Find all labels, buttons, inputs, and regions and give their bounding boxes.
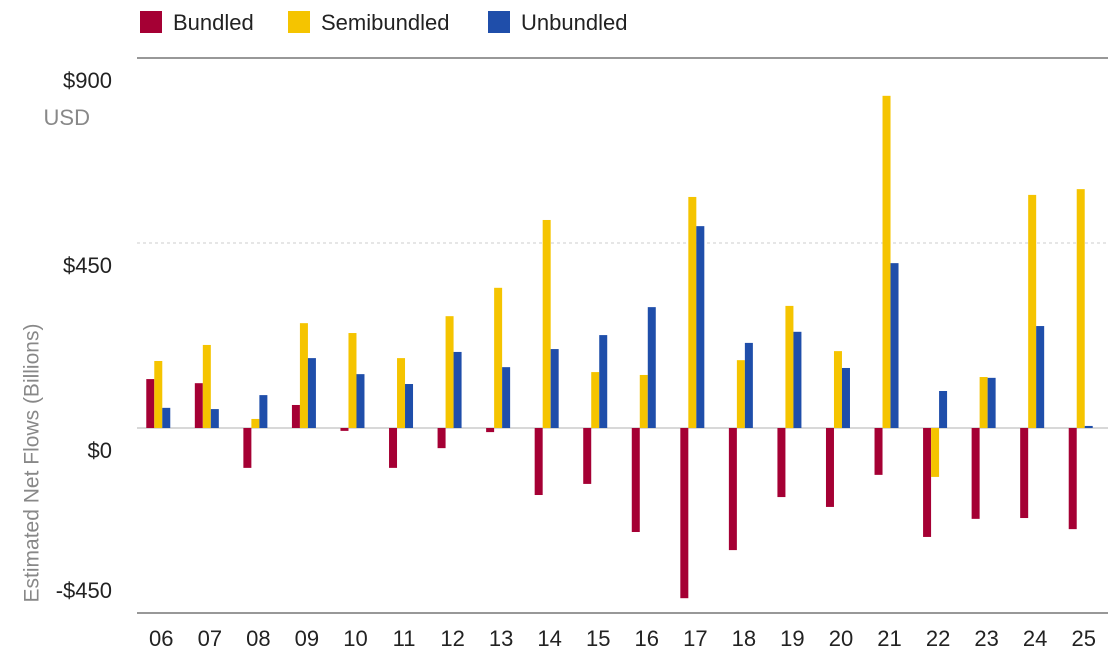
bar bbox=[583, 428, 592, 484]
bar bbox=[202, 344, 211, 428]
bar bbox=[307, 358, 316, 428]
bar bbox=[1076, 189, 1085, 428]
legend-label: Semibundled bbox=[321, 10, 449, 35]
bar bbox=[502, 367, 511, 428]
y-tick-label: $0 bbox=[88, 438, 112, 463]
x-tick-label: 25 bbox=[1071, 626, 1095, 651]
x-tick-label: 14 bbox=[537, 626, 561, 651]
bar bbox=[1028, 194, 1037, 428]
bar bbox=[445, 316, 454, 428]
bar bbox=[1084, 425, 1093, 428]
bar bbox=[405, 384, 414, 428]
bar bbox=[890, 263, 899, 428]
bar bbox=[494, 287, 503, 428]
legend-swatch bbox=[288, 11, 310, 33]
bar bbox=[453, 351, 462, 428]
bar bbox=[680, 428, 689, 599]
x-tick-label: 20 bbox=[829, 626, 853, 651]
x-tick-label: 06 bbox=[149, 626, 173, 651]
x-tick-label: 15 bbox=[586, 626, 610, 651]
x-tick-label: 19 bbox=[780, 626, 804, 651]
y-tick-label: $900 bbox=[63, 68, 112, 93]
x-tick-label: 23 bbox=[974, 626, 998, 651]
bar bbox=[599, 335, 608, 428]
bar bbox=[340, 428, 349, 431]
x-tick-label: 17 bbox=[683, 626, 707, 651]
bar bbox=[348, 333, 357, 428]
bar bbox=[1020, 428, 1029, 519]
bar bbox=[841, 367, 850, 428]
bar bbox=[194, 383, 203, 428]
bar bbox=[688, 196, 697, 428]
bar bbox=[259, 395, 268, 428]
bar bbox=[356, 374, 365, 428]
x-tick-label: 10 bbox=[343, 626, 367, 651]
x-tick-label: 22 bbox=[926, 626, 950, 651]
legend-label: Bundled bbox=[173, 10, 254, 35]
bar bbox=[534, 428, 543, 496]
bar bbox=[971, 428, 980, 519]
x-tick-label: 16 bbox=[635, 626, 659, 651]
y-tick-label: $450 bbox=[63, 253, 112, 278]
bar bbox=[987, 377, 996, 428]
y-axis-label: Estimated Net Flows (Billions) bbox=[21, 324, 44, 603]
bar bbox=[542, 219, 551, 428]
bar bbox=[939, 391, 948, 428]
legend-swatch bbox=[140, 11, 162, 33]
x-tick-label: 07 bbox=[198, 626, 222, 651]
x-tick-label: 11 bbox=[393, 626, 416, 651]
bar bbox=[874, 428, 883, 475]
bar bbox=[437, 428, 446, 449]
bar bbox=[631, 428, 640, 533]
y-tick-label: -$450 bbox=[56, 578, 112, 603]
x-tick-label: 13 bbox=[489, 626, 513, 651]
bar bbox=[736, 360, 745, 428]
bar bbox=[591, 372, 600, 428]
bar bbox=[777, 428, 786, 498]
bar bbox=[397, 358, 406, 428]
bar bbox=[744, 342, 753, 428]
x-tick-label: 21 bbox=[877, 626, 901, 651]
bar bbox=[931, 428, 940, 477]
bar bbox=[1036, 326, 1045, 428]
bar bbox=[210, 409, 219, 428]
bar bbox=[647, 307, 656, 428]
x-tick-label: 12 bbox=[440, 626, 464, 651]
bar bbox=[696, 226, 705, 428]
bar bbox=[486, 428, 495, 433]
bar bbox=[979, 377, 988, 428]
bar bbox=[785, 305, 794, 428]
y-unit: USD bbox=[44, 105, 90, 130]
bar bbox=[728, 428, 737, 551]
bar bbox=[793, 331, 802, 428]
bar bbox=[882, 95, 891, 429]
legend-label: Unbundled bbox=[521, 10, 627, 35]
bar bbox=[833, 351, 842, 428]
bar bbox=[550, 349, 559, 428]
bar bbox=[154, 360, 163, 428]
x-tick-label: 09 bbox=[295, 626, 319, 651]
bar bbox=[251, 418, 260, 428]
bar bbox=[825, 428, 834, 507]
x-tick-label: 18 bbox=[732, 626, 756, 651]
bar bbox=[162, 407, 171, 428]
x-tick-label: 24 bbox=[1023, 626, 1047, 651]
bar bbox=[1068, 428, 1077, 530]
bar bbox=[299, 323, 308, 428]
bar bbox=[146, 379, 155, 428]
bar bbox=[923, 428, 932, 537]
bar bbox=[639, 374, 648, 428]
bar bbox=[243, 428, 252, 468]
bar bbox=[291, 404, 300, 428]
x-tick-label: 08 bbox=[246, 626, 270, 651]
bar bbox=[389, 428, 398, 468]
legend-swatch bbox=[488, 11, 510, 33]
